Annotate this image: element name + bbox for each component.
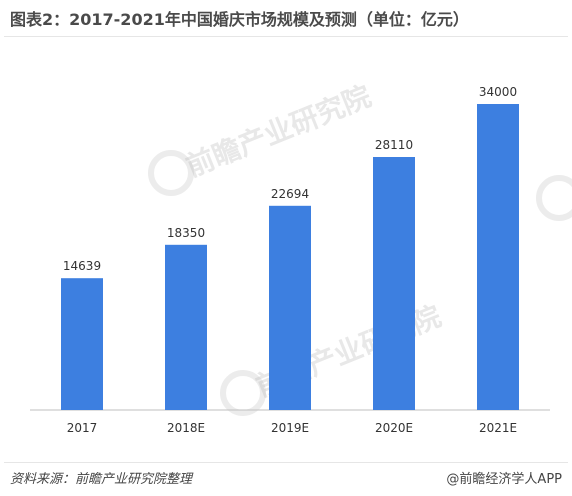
data-label-2021E: 34000 (479, 85, 517, 99)
source-note: 资料来源：前瞻产业研究院整理 (10, 472, 193, 487)
data-label-2017: 14639 (63, 259, 101, 273)
credit-note: @前瞻经济学人APP (446, 472, 562, 487)
bar-chart: 14639 2017 18350 2018E 22694 2019E 28110 2020E 3… (30, 85, 550, 435)
x-tick-label-2017: 2017 (67, 421, 98, 435)
x-tick-label-2021E: 2021E (479, 421, 517, 435)
data-label-2020E: 28110 (375, 138, 413, 152)
title-divider (4, 36, 568, 37)
chart-title: 图表2：2017-2021年中国婚庆市场规模及预测（单位：亿元） (10, 10, 469, 29)
bar-2018E (165, 244, 207, 410)
x-tick-label-2020E: 2020E (375, 421, 413, 435)
footer-divider (4, 462, 568, 463)
bar-2021E (477, 104, 519, 410)
bar-2020E (373, 157, 415, 410)
bar-2017 (61, 278, 103, 410)
data-label-2019E: 22694 (271, 187, 309, 201)
bar-2019E (269, 205, 311, 410)
data-label-2018E: 18350 (167, 226, 205, 240)
x-tick-label-2018E: 2018E (167, 421, 205, 435)
x-tick-label-2019E: 2019E (271, 421, 309, 435)
